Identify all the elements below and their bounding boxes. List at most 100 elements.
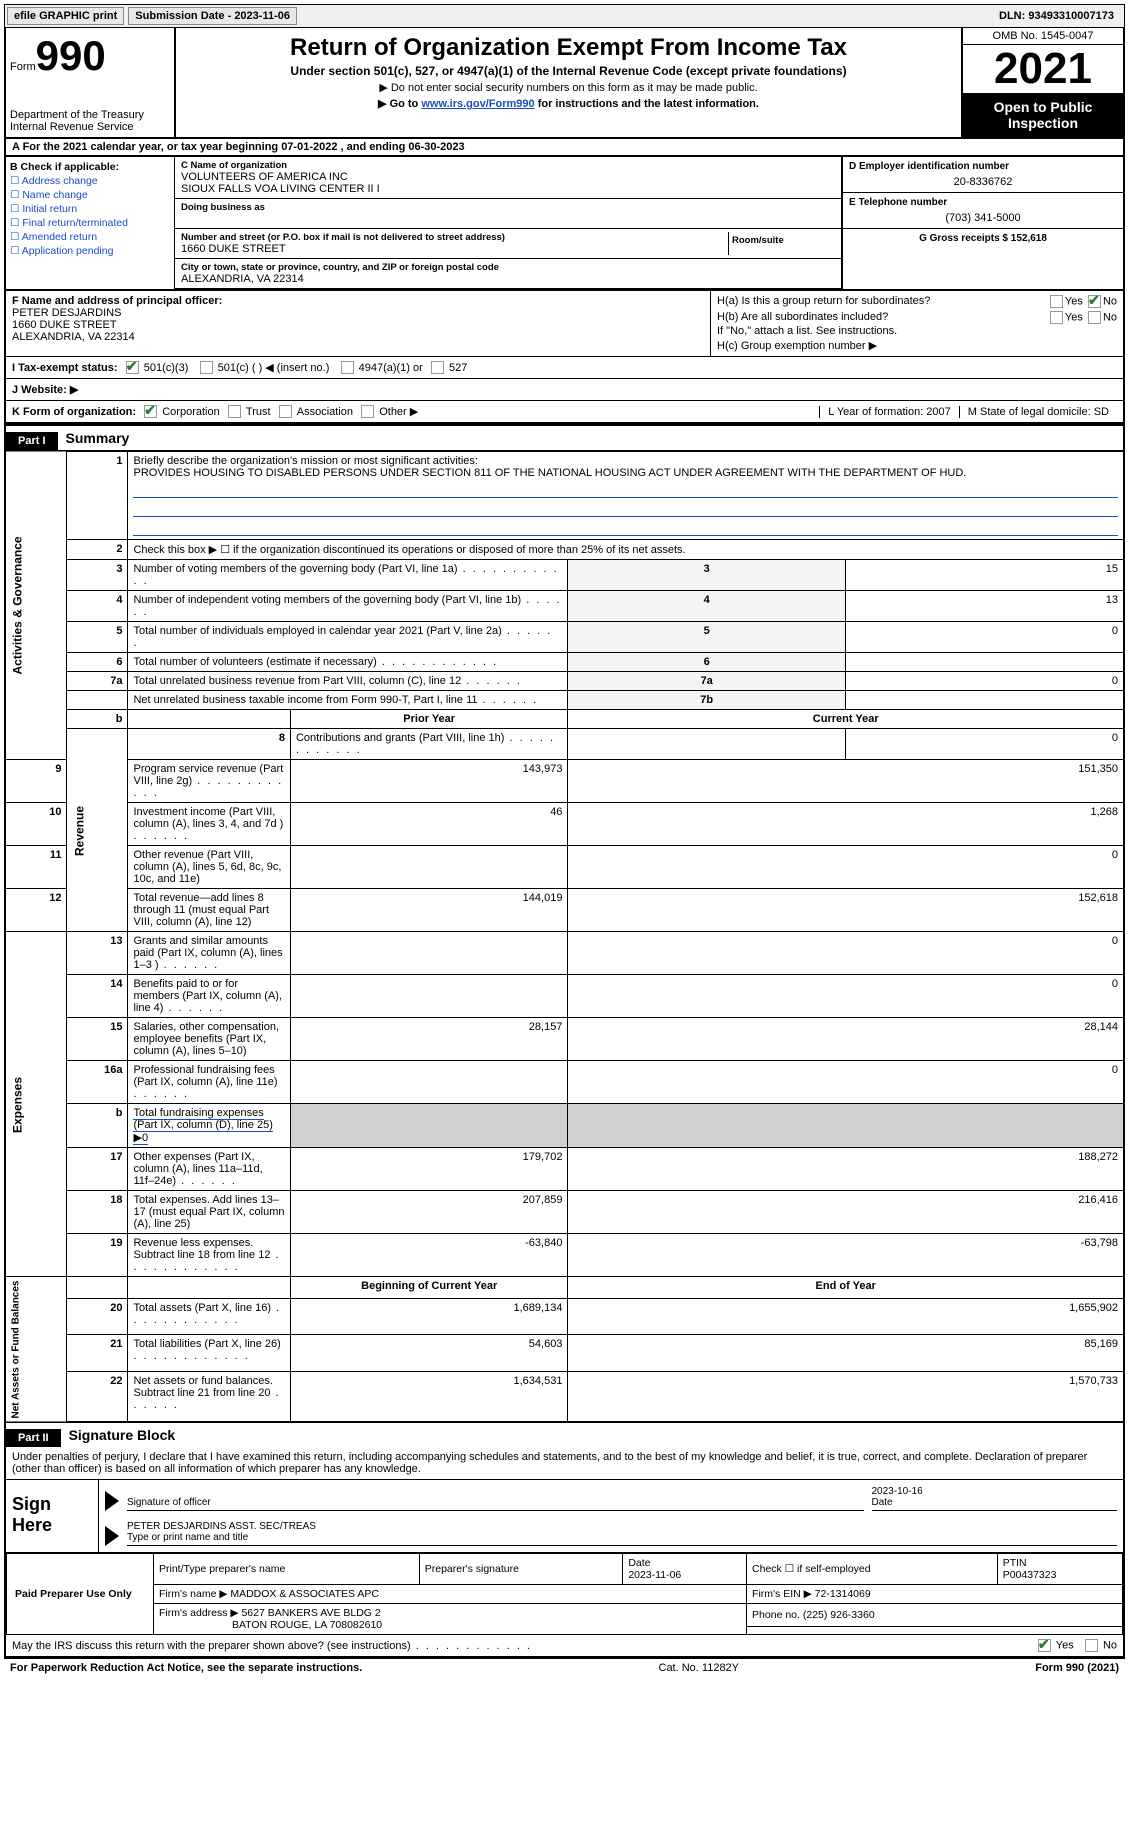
exp-row-text: Benefits paid to or for members (Part IX… — [133, 978, 282, 1014]
rev-row-current: 0 — [568, 846, 1124, 889]
gov-row-6: 6Total number of volunteers (estimate if… — [5, 653, 1124, 672]
rev-row-11: 11Other revenue (Part VIII, column (A), … — [5, 846, 1124, 889]
rev-row-text: Total revenue—add lines 8 through 11 (mu… — [133, 892, 269, 928]
discuss-text: May the IRS discuss this return with the… — [12, 1640, 532, 1652]
prep-name-label: Print/Type preparer's name — [154, 1554, 420, 1585]
net-row-begin: 54,603 — [290, 1335, 568, 1371]
note-ssn: ▶ Do not enter social security numbers o… — [184, 81, 953, 94]
officer-addr1: 1660 DUKE STREET — [12, 319, 704, 331]
net-row-text: Total liabilities (Part X, line 26) — [133, 1338, 280, 1362]
exp-row-prior — [290, 1061, 568, 1104]
hb-note: If "No," attach a list. See instructions… — [717, 325, 1117, 337]
cb-final-return[interactable]: ☐ Final return/terminated — [10, 217, 170, 229]
k-trust-checkbox[interactable] — [228, 405, 241, 418]
gov-row-num: 3 — [67, 560, 128, 591]
cb-initial-return[interactable]: ☐ Initial return — [10, 203, 170, 215]
part2-header: Part II — [6, 1429, 61, 1447]
exp-row-num: 16a — [67, 1061, 128, 1104]
yes-label: Yes — [1065, 295, 1083, 307]
rev-row-current: 0 — [845, 729, 1124, 760]
submission-date-button[interactable]: Submission Date - 2023-11-06 — [128, 7, 297, 25]
efile-print-button[interactable]: efile GRAPHIC print — [7, 7, 124, 25]
name-label: C Name of organization — [181, 160, 835, 171]
rev-row-9: 9Program service revenue (Part VIII, lin… — [5, 760, 1124, 803]
street-label: Number and street (or P.O. box if mail i… — [181, 232, 728, 243]
gov-row-text: Total unrelated business revenue from Pa… — [133, 675, 521, 687]
room-suite-label: Room/suite — [729, 232, 835, 255]
i-4947-checkbox[interactable] — [341, 361, 354, 374]
i-501c-checkbox[interactable] — [200, 361, 213, 374]
hb-no-checkbox[interactable] — [1088, 311, 1101, 324]
cb-address-change[interactable]: ☐ Address change — [10, 175, 170, 187]
city-value: ALEXANDRIA, VA 22314 — [181, 273, 835, 285]
firm-name-label: Firm's name ▶ — [159, 1588, 227, 1600]
line2-text: Check this box ▶ ☐ if the organization d… — [128, 540, 1124, 560]
no-label2: No — [1103, 311, 1117, 323]
part1-header: Part I — [6, 432, 58, 450]
exp-row-prior: -63,840 — [290, 1234, 568, 1277]
exp-row-current: 0 — [568, 1061, 1124, 1104]
rev-row-current: 1,268 — [568, 803, 1124, 846]
ha-yes-checkbox[interactable] — [1050, 295, 1063, 308]
col-prior-header: Prior Year — [290, 710, 568, 729]
discuss-no-checkbox[interactable] — [1085, 1639, 1098, 1652]
rev-row-prior: 46 — [290, 803, 568, 846]
sig-date-value: 2023-10-16 — [872, 1486, 923, 1497]
f-officer: F Name and address of principal officer:… — [6, 291, 711, 356]
exp-row-current: 0 — [568, 932, 1124, 975]
check-self-employed[interactable]: Check ☐ if self-employed — [747, 1554, 998, 1585]
exp-row-14: 14Benefits paid to or for members (Part … — [5, 975, 1124, 1018]
bottom-line: For Paperwork Reduction Act Notice, see … — [4, 1658, 1125, 1677]
exp-row-text: Grants and similar amounts paid (Part IX… — [133, 935, 282, 971]
cb-application-pending[interactable]: ☐ Application pending — [10, 245, 170, 257]
ptin-label: PTIN — [1003, 1557, 1027, 1569]
gov-row-text: Number of independent voting members of … — [133, 594, 561, 618]
tel-value: (703) 341-5000 — [849, 208, 1117, 224]
dept-treasury: Department of the Treasury — [10, 109, 170, 121]
city-label: City or town, state or province, country… — [181, 262, 835, 273]
gov-row-text: Number of voting members of the governin… — [133, 563, 558, 587]
i-501c3-checkbox[interactable] — [126, 361, 139, 374]
k-corp-checkbox[interactable] — [144, 405, 157, 418]
discuss-yes-checkbox[interactable] — [1038, 1639, 1051, 1652]
irs-link[interactable]: www.irs.gov/Form990 — [421, 98, 534, 110]
i-527-checkbox[interactable] — [431, 361, 444, 374]
cb-amended-return[interactable]: ☐ Amended return — [10, 231, 170, 243]
ha-no-checkbox[interactable] — [1088, 295, 1101, 308]
col-end-header: End of Year — [568, 1277, 1124, 1299]
exp-row-current: 0 — [568, 975, 1124, 1018]
hc-label: H(c) Group exemption number ▶ — [717, 339, 1117, 352]
summary-table: Activities & Governance 1 Briefly descri… — [4, 450, 1125, 1423]
k-other-checkbox[interactable] — [361, 405, 374, 418]
exp-row-current: 188,272 — [568, 1148, 1124, 1191]
firm-addr2: BATON ROUGE, LA 708082610 — [232, 1619, 382, 1631]
part1-title: Summary — [58, 430, 130, 446]
form-header: Form990 Department of the Treasury Inter… — [4, 28, 1125, 139]
net-row-end: 1,570,733 — [568, 1371, 1124, 1422]
paid-preparer-label: Paid Preparer Use Only — [7, 1554, 154, 1635]
exp-row-16b: bTotal fundraising expenses (Part IX, co… — [5, 1104, 1124, 1148]
exp-row-17: 17Other expenses (Part IX, column (A), l… — [5, 1148, 1124, 1191]
omb-number: OMB No. 1545-0047 — [963, 28, 1123, 45]
exp-row-15: 15Salaries, other compensation, employee… — [5, 1018, 1124, 1061]
exp-row-current: 28,144 — [568, 1018, 1124, 1061]
hb-yes-checkbox[interactable] — [1050, 311, 1063, 324]
gov-row-box: 3 — [568, 560, 846, 591]
exp-row-19: 19Revenue less expenses. Subtract line 1… — [5, 1234, 1124, 1277]
rev-header-row: bPrior YearCurrent Year — [5, 710, 1124, 729]
rev-row-text: Program service revenue (Part VIII, line… — [133, 763, 283, 799]
form-number: 990 — [36, 32, 106, 79]
org-name-2: SIOUX FALLS VOA LIVING CENTER II I — [181, 183, 835, 195]
note-goto-pre: ▶ Go to — [378, 98, 421, 110]
k-assoc-checkbox[interactable] — [279, 405, 292, 418]
dba-label: Doing business as — [181, 202, 835, 213]
gov-row-num: 4 — [67, 591, 128, 622]
net-row-end: 1,655,902 — [568, 1299, 1124, 1335]
part2-title: Signature Block — [61, 1427, 176, 1443]
row-k-form-org: K Form of organization: Corporation Trus… — [4, 401, 1125, 424]
cb-name-change[interactable]: ☐ Name change — [10, 189, 170, 201]
discuss-row: May the IRS discuss this return with the… — [6, 1635, 1123, 1656]
note-goto: ▶ Go to www.irs.gov/Form990 for instruct… — [184, 97, 953, 110]
exp-row-text: Revenue less expenses. Subtract line 18 … — [133, 1237, 280, 1273]
header-left: Form990 Department of the Treasury Inter… — [6, 28, 176, 137]
